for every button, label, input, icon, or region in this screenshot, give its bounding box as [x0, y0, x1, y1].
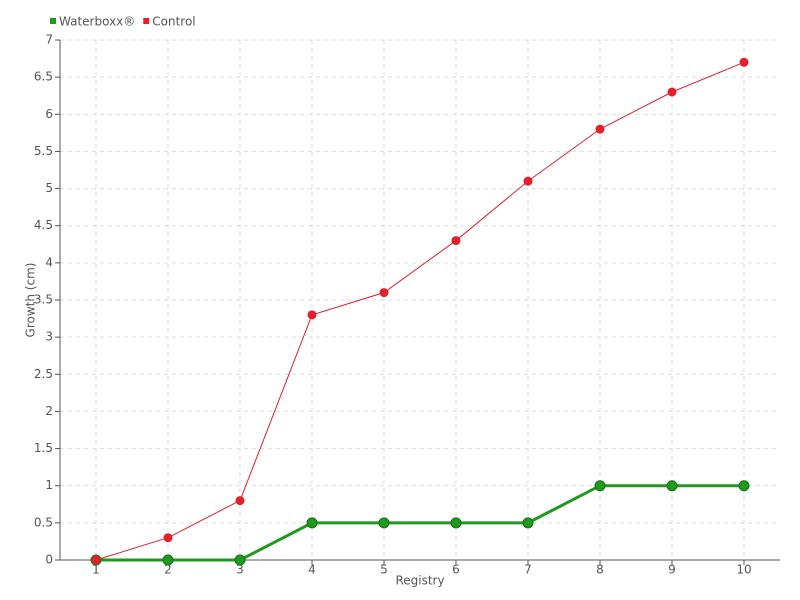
data-point	[307, 310, 317, 320]
legend-label: Waterboxx®	[59, 15, 135, 29]
y-tick-label: 4.5	[34, 218, 53, 232]
data-point	[450, 517, 462, 529]
data-point	[162, 554, 174, 566]
y-tick-label: 3.5	[34, 293, 53, 307]
y-tick-label: 6	[45, 107, 53, 121]
data-point	[738, 480, 750, 492]
series-line	[95, 61, 745, 561]
y-tick-label: 3	[45, 330, 53, 344]
x-axis-title: Registry	[395, 574, 444, 588]
series-line	[96, 484, 744, 562]
x-tick-label: 9	[668, 563, 676, 577]
data-point	[91, 555, 101, 565]
data-point	[523, 176, 533, 186]
y-tick-label: 0	[45, 553, 53, 567]
x-tick-label: 7	[524, 563, 532, 577]
data-point	[739, 57, 749, 67]
data-point	[235, 496, 245, 506]
x-tick-label: 8	[596, 563, 604, 577]
y-tick-label: 4	[45, 255, 53, 269]
y-tick-label: 1.5	[34, 441, 53, 455]
y-tick-label: 0.5	[34, 515, 53, 529]
data-point	[378, 517, 390, 529]
x-tick-label: 6	[452, 563, 460, 577]
data-point	[522, 517, 534, 529]
y-tick-label: 5	[45, 181, 53, 195]
y-tick-label: 5.5	[34, 144, 53, 158]
legend-label: Control	[152, 15, 195, 29]
y-tick-label: 7	[45, 33, 53, 47]
x-tick-label: 10	[736, 563, 751, 577]
y-tick-label: 2.5	[34, 367, 53, 381]
legend-swatch	[50, 18, 56, 24]
legend-swatch	[143, 18, 150, 24]
x-tick-label: 3	[236, 563, 244, 577]
y-axis-title: Growth (cm)	[24, 263, 38, 338]
data-point	[667, 87, 677, 97]
x-tick-label: 1	[92, 563, 100, 577]
y-tick-label: 2	[45, 404, 53, 418]
x-tick-label: 4	[308, 563, 316, 577]
data-point	[451, 236, 461, 246]
y-tick-label: 1	[45, 478, 53, 492]
data-point	[379, 288, 389, 298]
x-tick-label: 5	[380, 563, 388, 577]
x-tick-label: 2	[164, 563, 172, 577]
data-point	[594, 480, 606, 492]
data-point	[234, 554, 246, 566]
data-point	[666, 480, 678, 492]
data-point	[595, 124, 605, 134]
data-point	[306, 517, 318, 529]
y-tick-label: 6.5	[34, 70, 53, 84]
data-point	[163, 533, 173, 543]
